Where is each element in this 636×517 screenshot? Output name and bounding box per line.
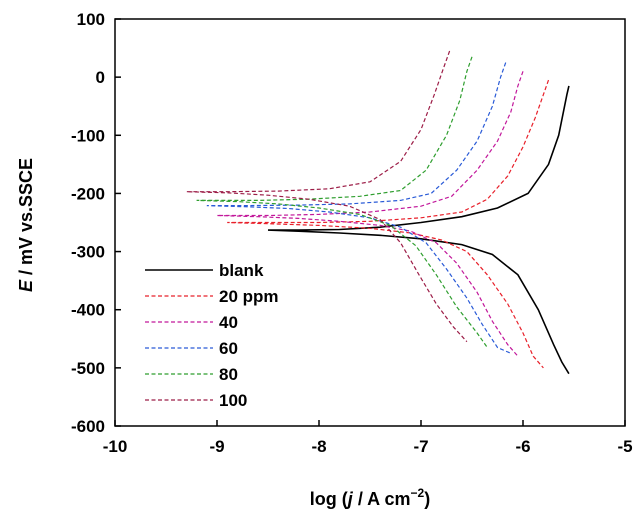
x-tick-label: -9	[209, 437, 224, 456]
y-tick-label: -200	[71, 184, 105, 203]
y-axis-title: E / mV vs.SSCE	[16, 158, 36, 292]
series-line-1	[227, 79, 550, 369]
y-tick-label: 100	[77, 10, 105, 29]
x-axis-ticks: -10 -9 -8 -7 -6 -5	[103, 420, 633, 456]
x-axis-title: log (j / A cm−2)	[310, 486, 430, 509]
legend-label-5: 100	[219, 391, 247, 410]
x-tick-label: -10	[103, 437, 128, 456]
y-tick-label: 0	[96, 68, 105, 87]
legend-label-1: 20 ppm	[219, 287, 279, 306]
y-tick-label: -500	[71, 359, 105, 378]
legend-label-4: 80	[219, 365, 238, 384]
legend: blank 20 ppm 40 60 80 100	[145, 261, 279, 410]
x-tick-label: -5	[617, 437, 632, 456]
legend-label-3: 60	[219, 339, 238, 358]
y-axis-ticks: 100 0 -100 -200 -300 -400 -500 -600	[71, 10, 121, 436]
y-tick-label: -100	[71, 126, 105, 145]
y-tick-label: -400	[71, 301, 105, 320]
series-line-2	[216, 71, 524, 357]
x-tick-label: -7	[413, 437, 428, 456]
plot-frame	[114, 18, 626, 427]
series-line-4	[196, 56, 488, 348]
series-line-0	[267, 85, 570, 375]
y-tick-label: -300	[71, 243, 105, 262]
x-tick-label: -8	[311, 437, 326, 456]
y-tick-label: -600	[71, 417, 105, 436]
x-tick-label: -6	[515, 437, 530, 456]
series-layer	[186, 50, 570, 375]
series-line-5	[186, 50, 468, 343]
legend-label-2: 40	[219, 313, 238, 332]
series-line-3	[206, 62, 512, 354]
legend-label-0: blank	[219, 261, 264, 280]
